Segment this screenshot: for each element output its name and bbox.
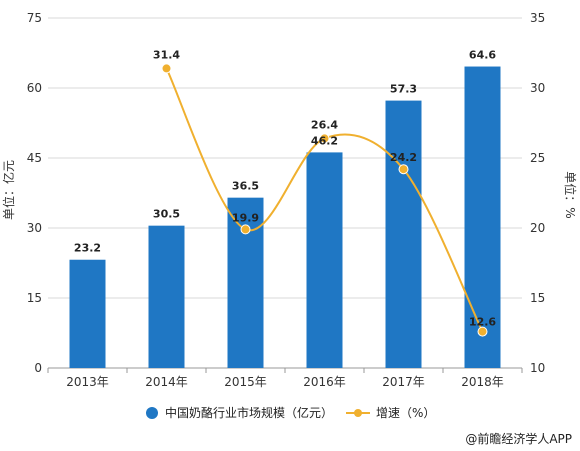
bar xyxy=(306,152,343,368)
legend-label-market-size: 中国奶酪行业市场规模（亿元） xyxy=(165,405,333,420)
x-tick-label: 2013年 xyxy=(66,375,109,389)
growth-point xyxy=(398,164,409,175)
bar-value-label: 46.2 xyxy=(311,134,338,147)
bar xyxy=(69,259,106,368)
line-value-label: 26.4 xyxy=(311,118,338,131)
bar-value-label: 23.2 xyxy=(74,242,101,255)
y-left-tick-label: 15 xyxy=(27,291,42,305)
bar xyxy=(148,225,185,368)
y-right-tick-label: 20 xyxy=(530,221,545,235)
x-tick-label: 2015年 xyxy=(224,375,267,389)
y-right-tick-label: 15 xyxy=(530,291,545,305)
bar-series xyxy=(69,66,501,369)
y-left-tick-label: 75 xyxy=(27,11,42,25)
growth-point xyxy=(319,133,330,144)
x-tick-label: 2016年 xyxy=(303,375,346,389)
data-labels: 23.2 30.5 36.5 46.2 57.3 64.6 31.4 19.9 26.4 24.2… xyxy=(74,48,496,328)
y-right-tick-label: 10 xyxy=(530,361,545,375)
bar xyxy=(464,66,501,369)
line-value-label: 19.9 xyxy=(232,211,259,224)
y-right-tick-label: 35 xyxy=(530,11,545,25)
bar-value-label: 57.3 xyxy=(390,83,417,96)
y-axis-right-title: 单位：% xyxy=(563,171,578,218)
line-value-label: 12.6 xyxy=(469,316,496,329)
growth-point xyxy=(477,326,488,337)
bar xyxy=(385,100,422,368)
legend: 中国奶酪行业市场规模（亿元） 增速（%） xyxy=(146,405,435,420)
y-left-tick-label: 0 xyxy=(34,361,42,375)
source-credit: @前瞻经济学人APP xyxy=(465,431,572,446)
x-tick-label: 2018年 xyxy=(461,375,504,389)
legend-label-growth: 增速（%） xyxy=(376,406,435,420)
axes: 0 10 15 15 30 20 45 25 60 30 75 35 2013年 2014年 2015年 20… xyxy=(27,11,546,389)
y-left-tick-label: 60 xyxy=(27,81,42,95)
growth-point xyxy=(161,63,172,74)
legend-marker-growth xyxy=(354,409,362,417)
y-left-tick-label: 45 xyxy=(27,151,42,165)
y-axis-left-title: 单位：亿元 xyxy=(1,160,16,220)
x-tick-label: 2017年 xyxy=(382,375,425,389)
bar-value-label: 30.5 xyxy=(153,208,180,221)
bar-value-label: 64.6 xyxy=(469,49,496,62)
line-value-label: 24.2 xyxy=(390,151,417,164)
y-right-tick-label: 25 xyxy=(530,151,545,165)
y-right-tick-label: 30 xyxy=(530,81,545,95)
line-value-label: 31.4 xyxy=(153,48,180,61)
x-tick-label: 2014年 xyxy=(145,375,188,389)
legend-marker-market-size xyxy=(146,407,158,419)
bar-value-label: 36.5 xyxy=(232,180,259,193)
line-series xyxy=(161,63,488,337)
grid-lines xyxy=(48,17,522,299)
y-left-tick-label: 30 xyxy=(27,221,42,235)
growth-point xyxy=(240,224,251,235)
